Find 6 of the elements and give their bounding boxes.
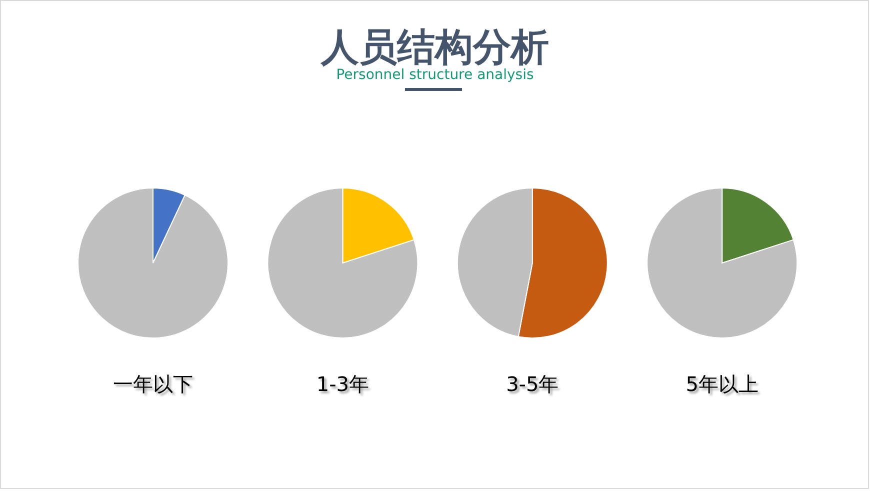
text: 一年以下 bbox=[113, 372, 193, 396]
text: 1-3年 bbox=[316, 372, 370, 396]
text: 人员结构分析 bbox=[320, 25, 549, 69]
text: 3-5年 bbox=[506, 372, 559, 396]
text: 5年以上 bbox=[686, 372, 758, 396]
text: Personnel structure analysis bbox=[336, 67, 534, 83]
